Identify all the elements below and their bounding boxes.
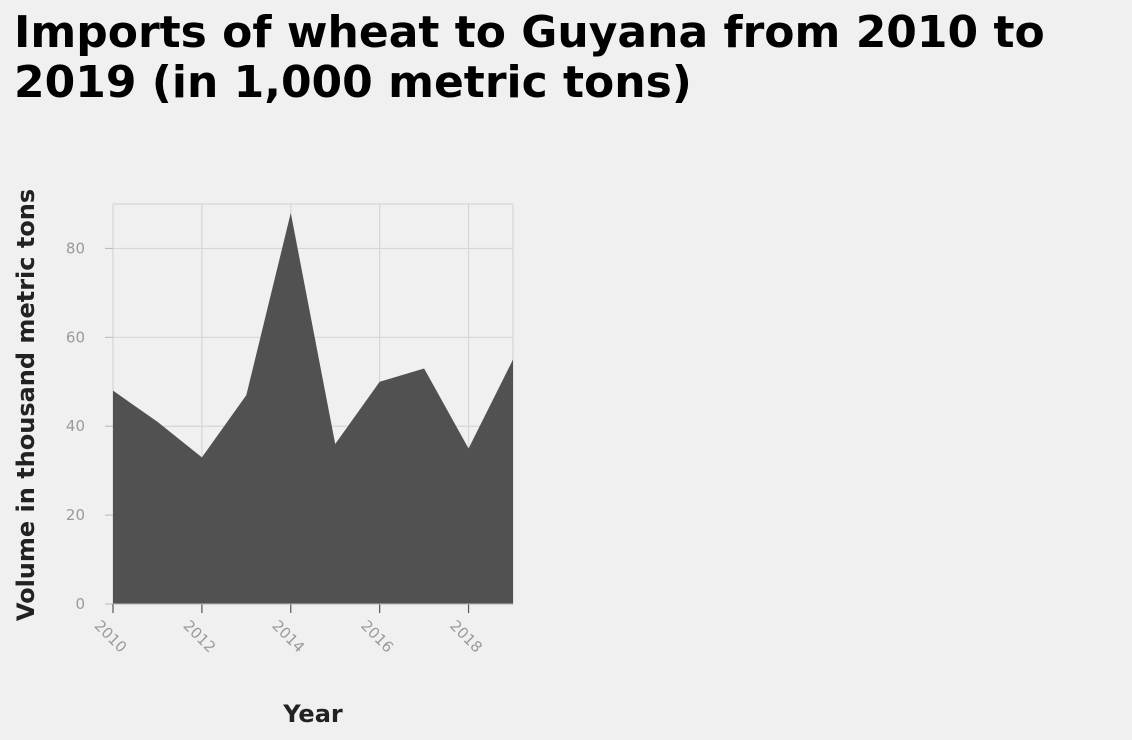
- plot-area: [112, 212, 514, 604]
- chart-title: Imports of wheat to Guyana from 2010 to …: [14, 7, 1045, 108]
- y-tick-label: 20: [66, 506, 85, 524]
- x-tick-label: 2010: [91, 617, 131, 657]
- y-tick-label: 80: [66, 239, 85, 257]
- y-tick-label: 60: [66, 328, 85, 346]
- x-tick-label: 2012: [180, 617, 220, 657]
- x-tick-label: 2016: [357, 617, 397, 657]
- x-axis-title: Year: [282, 700, 343, 728]
- y-axis-title: Volume in thousand metric tons: [12, 189, 40, 621]
- y-tick-label: 0: [75, 595, 85, 613]
- x-tick-label: 2018: [446, 617, 486, 657]
- area-series: [113, 212, 513, 604]
- x-tick-label: 2014: [268, 617, 308, 657]
- y-tick-label: 40: [66, 417, 85, 435]
